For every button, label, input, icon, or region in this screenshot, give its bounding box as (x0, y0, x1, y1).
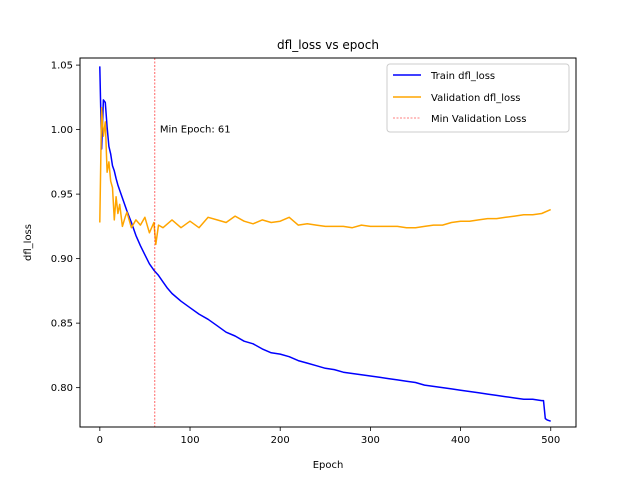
x-axis: 0 100 200 300 400 500 (97, 427, 560, 446)
y-tick-label: 1.05 (51, 61, 73, 72)
x-tick-label: 200 (271, 435, 290, 446)
series-line-validation (99, 106, 551, 246)
series-layer (99, 66, 551, 422)
y-tick-label: 0.95 (51, 190, 73, 201)
legend-label-train: Train dfl_loss (430, 71, 495, 82)
x-tick-label: 400 (451, 435, 470, 446)
min-epoch-annotation: Min Epoch: 61 (160, 125, 231, 136)
series-line-train (99, 66, 551, 422)
x-tick-label: 100 (180, 435, 199, 446)
y-tick-label: 1.00 (51, 125, 73, 136)
x-axis-title: Epoch (313, 460, 344, 471)
x-tick-label: 300 (361, 435, 380, 446)
y-tick-label: 0.80 (51, 383, 73, 394)
chart-title: dfl_loss vs epoch (277, 38, 379, 52)
legend-label-min-line: Min Validation Loss (431, 114, 526, 125)
legend-label-validation: Validation dfl_loss (431, 93, 521, 104)
x-tick-label: 500 (541, 435, 560, 446)
x-tick-label: 0 (97, 435, 103, 446)
y-tick-label: 0.90 (51, 254, 73, 265)
y-axis-title: dfl_loss (23, 224, 34, 261)
legend: Train dfl_loss Validation dfl_loss Min V… (386, 63, 570, 133)
legend-box (386, 63, 570, 133)
y-tick-label: 0.85 (51, 319, 73, 330)
y-axis: 0.80 0.85 0.90 0.95 1.00 1.05 (51, 61, 80, 394)
plot-frame (79, 57, 577, 428)
plot-area: Min Epoch: 61 (79, 57, 577, 428)
